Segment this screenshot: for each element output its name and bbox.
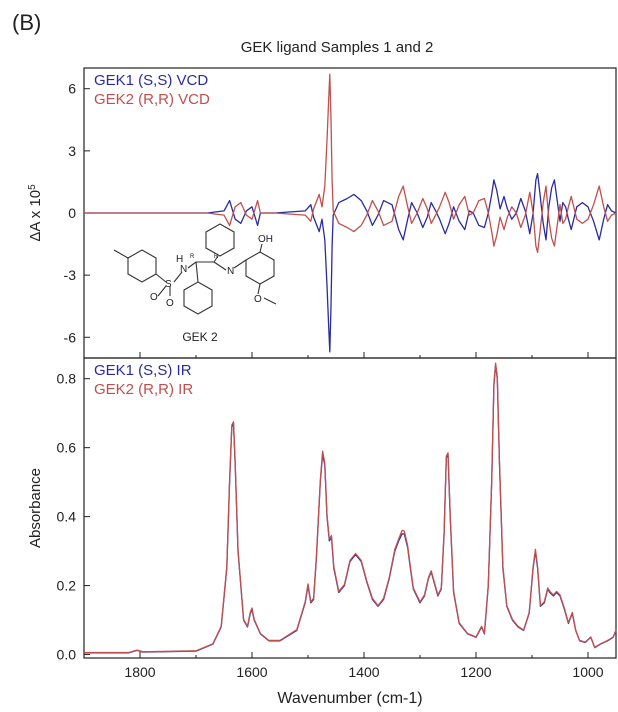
stereo-label-1: R: [190, 254, 195, 260]
c2-phenyl-bond: [213, 255, 219, 263]
x-axis: 1800 1600 1400 1200 1000: [124, 664, 603, 680]
phenyl-ring-top: [205, 223, 235, 257]
ir-y-axis-label: Absorbance: [27, 468, 44, 548]
ir-y-tick-label: 0.2: [57, 578, 77, 594]
c1-phenyl-bond: [195, 261, 199, 283]
ir-series-group: [84, 362, 617, 654]
tolyl-ring: [127, 249, 157, 283]
vcd-legend-entry-1: GEK1 (S,S) VCD: [94, 72, 208, 89]
imine-bond: [233, 259, 247, 269]
atom-label-h: H: [176, 254, 183, 265]
atom-label-o-2: O: [150, 292, 158, 303]
panel-label: (B): [12, 10, 42, 35]
atom-label-n-imine: N: [227, 266, 234, 277]
vcd-y-tick-label: -3: [64, 267, 77, 283]
atom-label-o-1: O: [166, 298, 174, 309]
vcd-y-axis-label-sup: 5: [27, 184, 38, 190]
ir-y-tick-label: 0.0: [57, 647, 77, 663]
phenol-ring: [245, 251, 275, 285]
ir-series-line-2: [84, 362, 617, 654]
stereo-label-2: R: [214, 254, 219, 260]
atom-label-s: S: [165, 279, 172, 290]
vcd-panel: 6 3 0 -3 -6 GEK1 (S,S) VCD GEK2 (R,R) VCD ΔA …: [27, 67, 617, 359]
vcd-axes: 6 3 0 -3 -6: [64, 81, 589, 358]
ir-legend-entry-2: GEK2 (R,R) IR: [94, 381, 193, 398]
vcd-y-tick-label: 0: [68, 205, 76, 221]
vcd-y-tick-label: -6: [64, 329, 77, 345]
inset-caption: GEK 2: [182, 330, 218, 344]
vcd-legend-entry-2: GEK2 (R,R) VCD: [94, 91, 210, 108]
vcd-y-axis-label-main: ΔA x 10: [27, 190, 44, 242]
x-tick-label: 1800: [124, 664, 155, 680]
atom-label-n: N: [180, 264, 187, 275]
atom-label-oh: OH: [258, 234, 273, 245]
ir-series-line-1: [84, 364, 617, 654]
methyl-bond: [113, 249, 129, 259]
x-axis-label: Wavenumber (cm-1): [277, 690, 422, 707]
ir-y-tick-label: 0.8: [57, 371, 77, 387]
vcd-y-tick-label: 6: [68, 81, 76, 97]
ir-axes: 0.0 0.2 0.4 0.6 0.8: [57, 371, 589, 663]
gek2-structure-inset: [113, 223, 277, 315]
ir-legend: GEK1 (S,S) IR GEK2 (R,R) IR: [94, 362, 193, 398]
ir-plot-frame: [83, 357, 617, 659]
vcd-series-group: [84, 73, 617, 353]
vcd-y-tick-label: 3: [68, 143, 76, 159]
x-tick-label: 1600: [236, 664, 267, 680]
ring-s-bond: [155, 273, 167, 283]
vcd-legend: GEK1 (S,S) VCD GEK2 (R,R) VCD: [94, 72, 210, 108]
vcd-series-line-1: [84, 172, 617, 353]
x-tick-label: 1000: [572, 664, 603, 680]
x-tick-label: 1400: [348, 664, 379, 680]
methoxy-methyl-bond: [263, 297, 277, 305]
ome-bond: [257, 283, 261, 295]
oh-bond: [259, 243, 263, 253]
ir-y-tick-label: 0.6: [57, 440, 77, 456]
x-tick-label: 1200: [460, 664, 491, 680]
c2-n-bond: [213, 261, 227, 271]
phenyl-ring-bottom: [183, 281, 213, 315]
vcd-series-line-2: [84, 73, 617, 254]
atom-label-o-methoxy: O: [254, 294, 262, 305]
ir-legend-entry-1: GEK1 (S,S) IR: [94, 362, 192, 379]
s-o-bond-2: [157, 285, 167, 297]
figure-title: GEK ligand Samples 1 and 2: [241, 39, 434, 56]
n-c1-bond: [187, 261, 197, 269]
molecule-labels: H N S O O N OH O R R: [150, 234, 273, 309]
ir-panel: 0.0 0.2 0.4 0.6 0.8 GEK1 (S,S) IR GEK2 (R,R) …: [27, 357, 617, 663]
ir-y-tick-label: 0.4: [57, 509, 77, 525]
s-n-bond: [173, 271, 183, 283]
vcd-y-axis-label: ΔA x 105: [27, 184, 45, 242]
